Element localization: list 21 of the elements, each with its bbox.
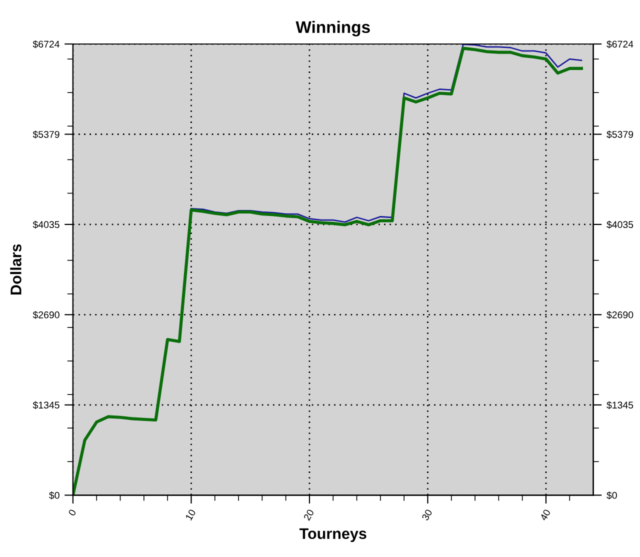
y2-tick-label: $1345 [606, 401, 634, 410]
x-tick-label: 30 [422, 508, 432, 521]
chart-title: Winnings [296, 20, 370, 36]
x-tick-label: 10 [185, 508, 196, 521]
y-tick-label: $2690 [32, 311, 60, 319]
y-axis-title: Dollars [10, 244, 22, 294]
x-tick-label: 40 [540, 508, 551, 522]
y2-tick-label: $4035 [606, 220, 634, 229]
y-tick-label: $6724 [32, 40, 60, 48]
y-tick-label: $5379 [32, 130, 60, 138]
y2-tick-label: $5379 [606, 130, 634, 138]
line-series [72, 46, 583, 496]
x-axis-title: Tourneys [299, 528, 366, 542]
y-tick-label: $1345 [32, 401, 60, 410]
y2-tick-label: $2690 [606, 311, 634, 319]
y2-tick-label: $0 [606, 492, 617, 500]
x-tick-label: 0 [68, 508, 76, 516]
y-tick-label: $0 [49, 492, 60, 500]
y-tick-label: $4035 [32, 220, 60, 229]
x-tick-label: 20 [303, 508, 314, 521]
y2-tick-label: $6724 [606, 40, 634, 48]
